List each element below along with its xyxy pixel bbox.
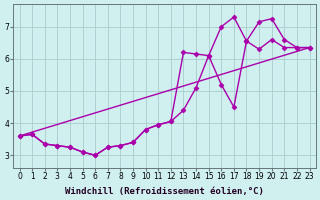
X-axis label: Windchill (Refroidissement éolien,°C): Windchill (Refroidissement éolien,°C) xyxy=(65,187,264,196)
